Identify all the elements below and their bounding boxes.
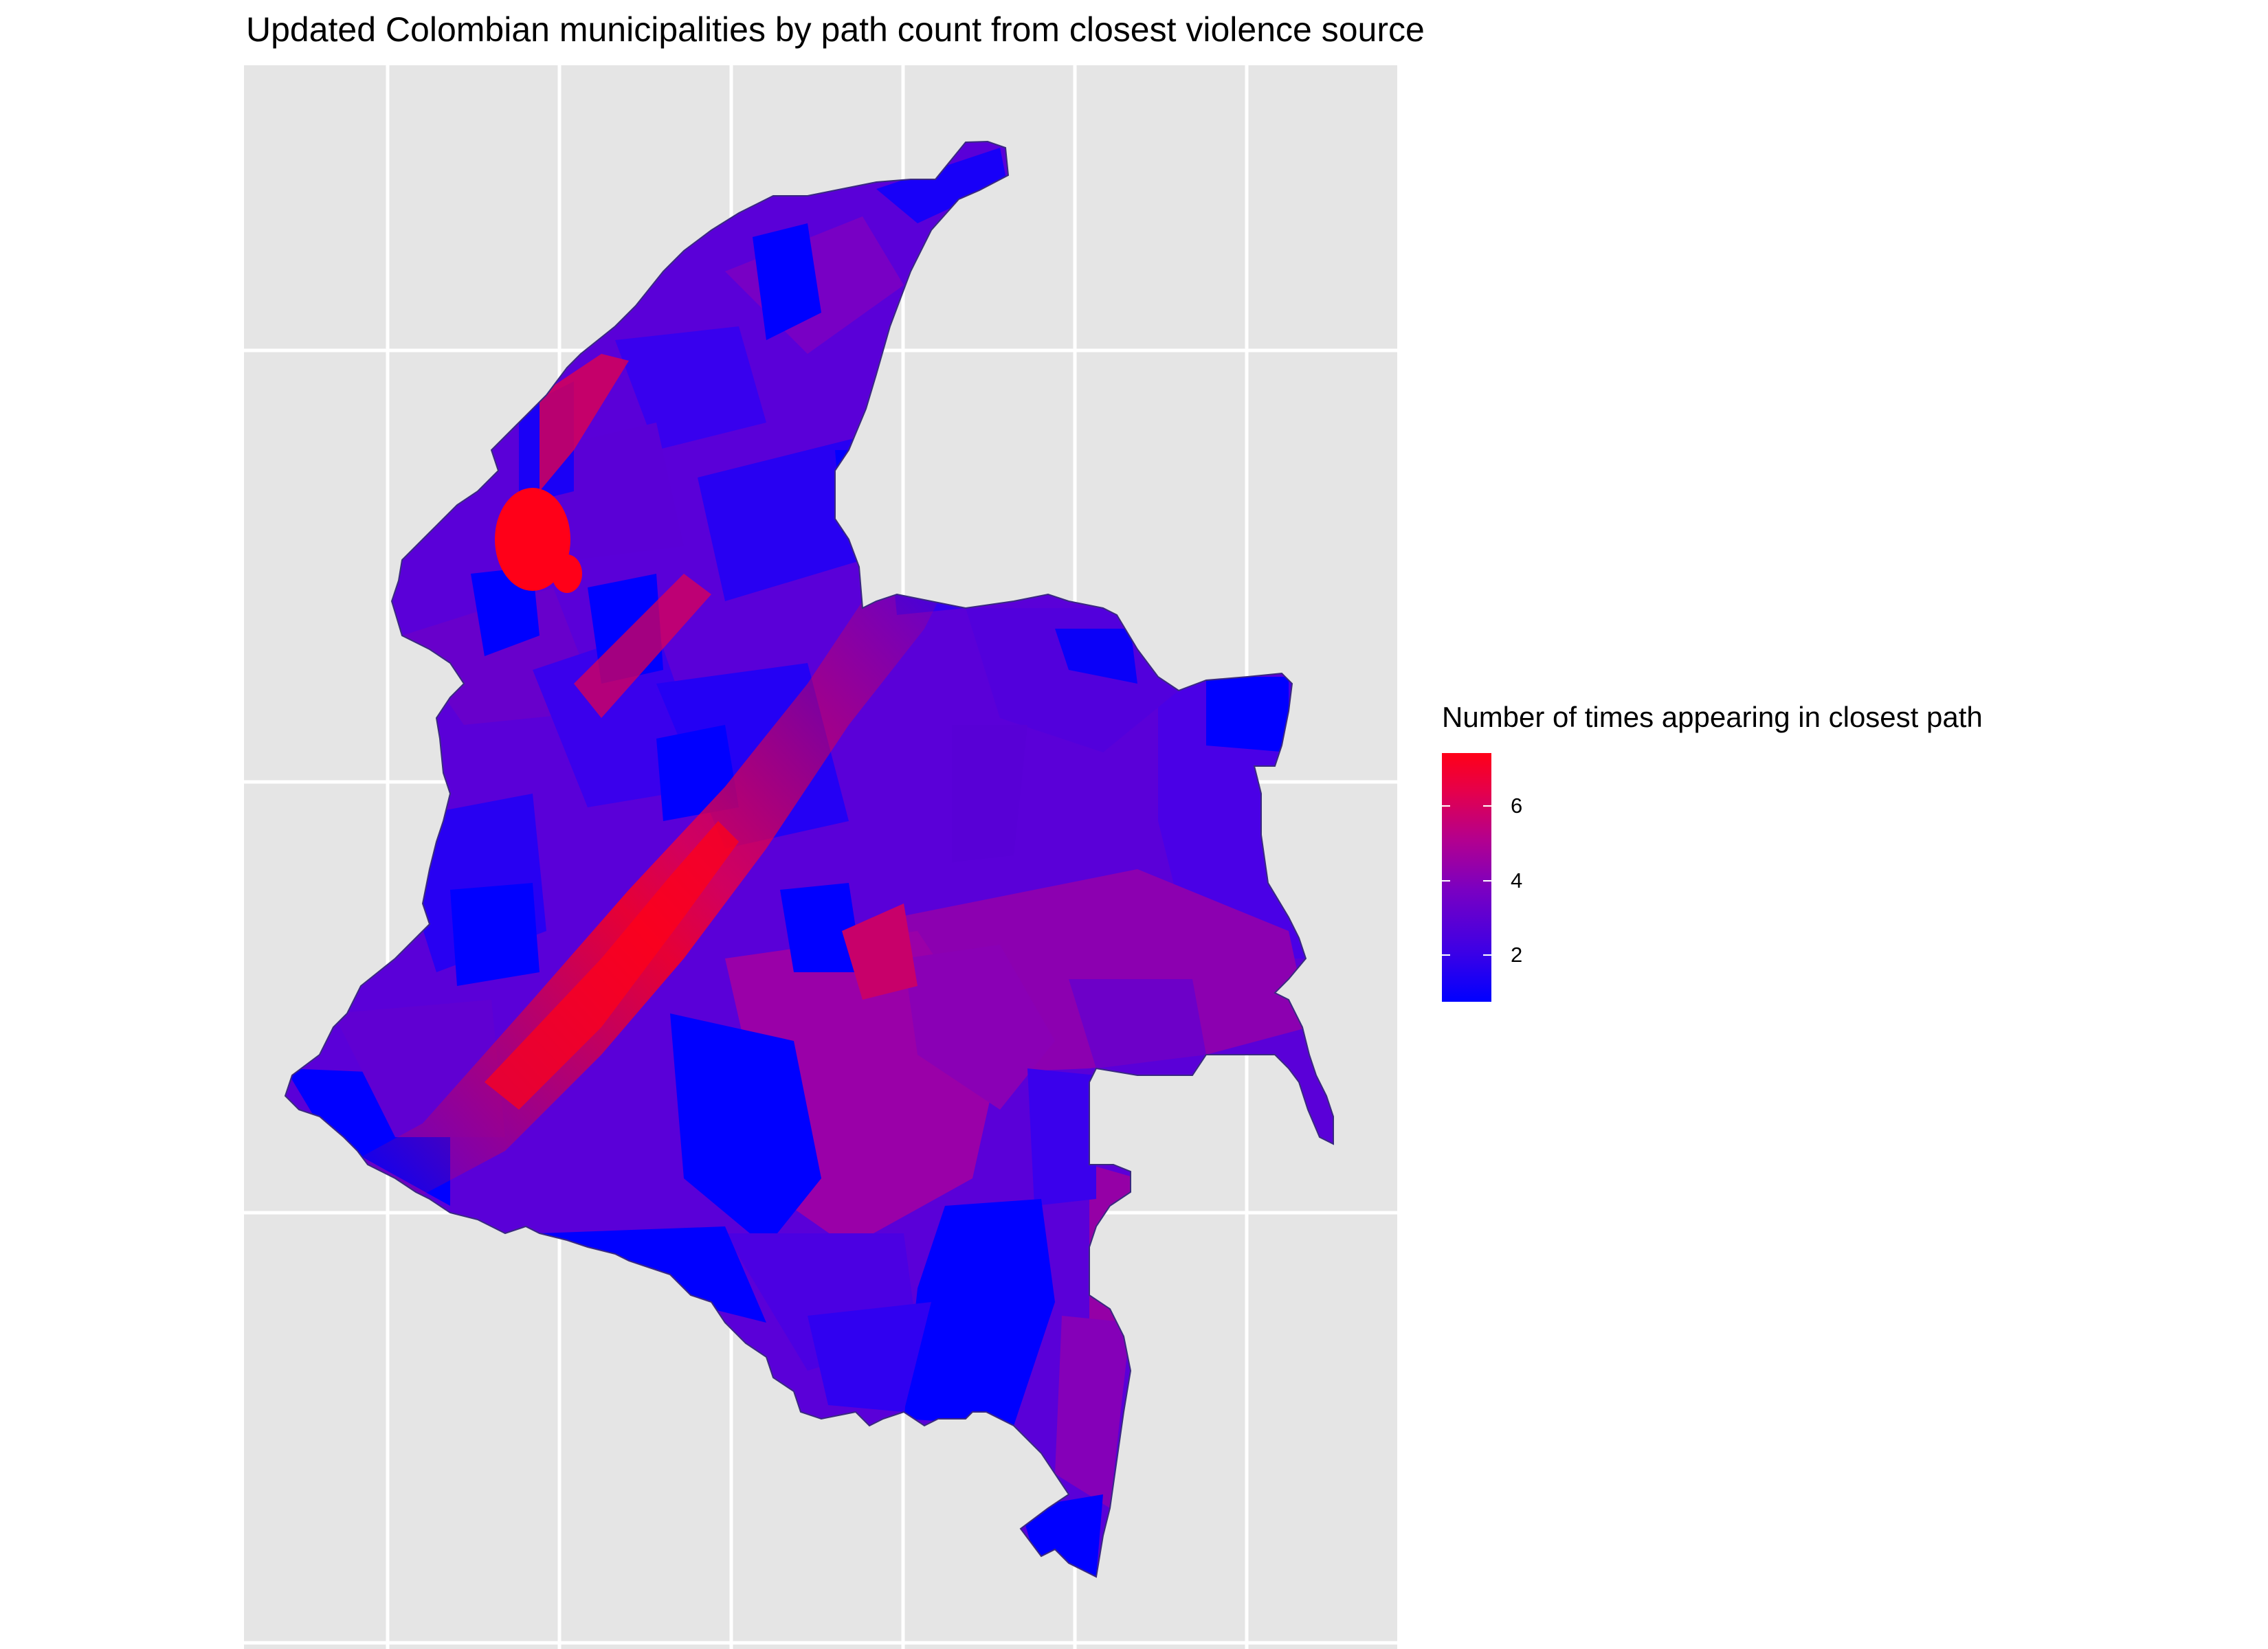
legend: Number of times appearing in closest pat… [1442,701,1983,1002]
chart-title: Updated Colombian municipalities by path… [246,10,1425,49]
legend-tick-label: 4 [1511,868,1523,893]
map-panel [244,65,1397,1649]
country-fill [285,142,1333,1577]
legend-tick-label: 6 [1511,794,1523,818]
country-outline [284,140,1334,1578]
legend-title: Number of times appearing in closest pat… [1442,701,1983,733]
legend-colorbar [1442,753,1491,1002]
legend-tick-label: 2 [1511,943,1523,967]
colombia-map [244,65,1397,1649]
